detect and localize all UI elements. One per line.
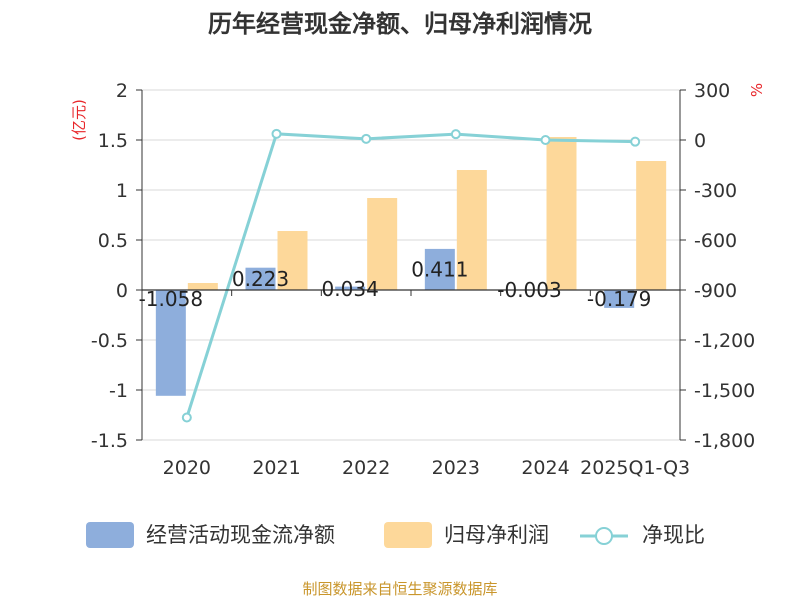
bar-data-label: -0.003 (497, 278, 561, 302)
bar-series (155, 137, 667, 396)
legend-swatch-operating-cash-flow[interactable] (86, 522, 134, 548)
cash-ratio-point (181, 412, 192, 423)
cash-ratio-line (185, 132, 636, 418)
chart-title: 历年经营现金净额、归母净利润情况 (208, 10, 592, 38)
bar-net-profit (456, 170, 487, 290)
legend-label-operating-cash-flow: 经营活动现金流净额 (146, 523, 335, 547)
left-axis-tick-label: 0 (116, 280, 128, 302)
legend: 经营活动现金流净额 归母净利润 净现比 (86, 522, 705, 548)
bar-operating-cash-flow (245, 267, 276, 290)
bar-data-label: 0.411 (411, 257, 468, 281)
left-axis-tick-label: 1 (116, 180, 128, 202)
legend-label-cash-ratio: 净现比 (642, 523, 705, 547)
x-axis-tick-label: 2025Q1-Q3 (580, 457, 690, 479)
bar-data-label: 0.223 (232, 267, 289, 291)
bar-data-label: -0.179 (587, 287, 651, 311)
x-axis-tick-label: 2020 (163, 457, 211, 479)
bar-operating-cash-flow (424, 248, 455, 290)
source-note: 制图数据来自恒生聚源数据库 (302, 580, 497, 598)
left-axis-tick-label: -1 (109, 380, 128, 402)
right-axis-tick-label: -300 (694, 180, 737, 202)
bar-net-profit (546, 137, 577, 290)
right-axis-tick-label: -1,800 (694, 430, 755, 452)
bar-operating-cash-flow (604, 290, 635, 308)
bar-net-profit (636, 161, 667, 290)
right-axis-tick-label: -600 (694, 230, 737, 252)
left-axis-unit: (亿元) (70, 99, 88, 141)
right-axis-tick-label: -1,200 (694, 330, 755, 352)
x-axis-tick-label: 2022 (342, 457, 390, 479)
bar-operating-cash-flow (155, 290, 186, 396)
right-axis-unit: % (748, 83, 766, 97)
bar-net-profit (187, 283, 218, 290)
bar-data-label: 0.034 (322, 277, 379, 301)
axes: 2 1.5 1 0.5 0 -0.5 -1 -1.5 300 0 -300 -600 -900 -1,20… (91, 80, 755, 479)
line-series (181, 128, 641, 423)
left-axis-tick-label: 1.5 (98, 130, 128, 152)
cash-ratio-point (540, 135, 551, 145)
legend-marker-cash-ratio (595, 527, 613, 545)
x-axis-tick-label: 2023 (432, 457, 480, 479)
right-axis-tick-label: -900 (694, 280, 737, 302)
left-axis-tick-label: -1.5 (91, 430, 128, 452)
x-axis-tick-label: 2024 (521, 457, 569, 479)
right-axis-tick-label: 0 (694, 130, 706, 152)
x-axis-tick-label: 2021 (252, 457, 300, 479)
cash-ratio-point (630, 136, 641, 147)
bar-net-profit (367, 198, 398, 290)
left-axis-tick-label: 0.5 (98, 230, 128, 252)
right-axis-tick-label: 300 (694, 80, 730, 102)
data-labels: -1.058 0.223 0.034 0.411 -0.003 -0.179 (139, 257, 652, 311)
cash-ratio-point (450, 129, 461, 140)
legend-label-net-profit: 归母净利润 (444, 523, 549, 547)
cash-ratio-point (361, 133, 372, 144)
legend-swatch-net-profit[interactable] (384, 522, 432, 548)
left-axis-tick-label: -0.5 (91, 330, 128, 352)
bar-operating-cash-flow (335, 286, 366, 290)
left-axis-tick-label: 2 (116, 80, 128, 102)
bar-data-label: -1.058 (139, 287, 203, 311)
right-axis-tick-label: -1,500 (694, 380, 755, 402)
cash-ratio-point (271, 128, 282, 139)
bar-net-profit (277, 231, 308, 290)
